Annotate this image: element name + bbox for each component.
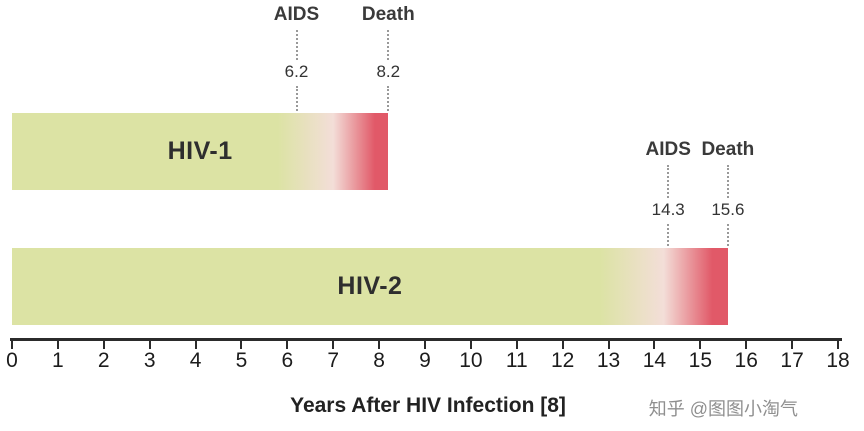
x-tick [837,341,839,349]
x-tick-label: 17 [780,349,804,372]
x-tick-label: 13 [596,349,621,372]
x-tick [11,341,13,349]
x-tick-label: 7 [327,349,340,372]
x-tick [240,341,243,349]
bar-label-hiv-1: HIV-1 [167,137,233,165]
marker-dotted-line [726,165,729,198]
x-tick-label: 1 [52,349,64,372]
x-tick [56,341,59,349]
x-tick-label: 8 [373,349,385,372]
x-tick [699,341,702,349]
x-tick-label: 3 [143,349,156,372]
x-tick-label: 15 [688,349,713,372]
x-tick [424,341,426,349]
x-tick-label: 9 [419,349,431,372]
x-tick-label: 5 [235,349,248,372]
bar-hiv-2 [12,248,728,325]
marker-value-hiv-2-death: 15.6 [711,200,745,219]
x-tick [607,341,610,349]
marker-dotted-line [726,224,729,246]
x-tick-label: 0 [6,349,18,372]
x-tick-label: 14 [642,349,667,372]
x-tick-label: 11 [505,349,528,372]
x-tick [745,341,748,349]
x-tick [148,341,151,349]
x-tick [378,341,381,349]
marker-dotted-line [295,30,298,60]
marker-label-hiv-2-aids: AIDS [645,139,691,160]
x-tick-label: 18 [826,349,850,372]
marker-dotted-line [387,86,390,111]
x-tick [653,341,656,349]
marker-dotted-line [667,224,670,246]
x-tick [286,341,289,349]
x-tick [515,341,518,349]
marker-value-hiv-1-aids: 6.2 [284,62,309,81]
x-tick [102,341,105,349]
marker-label-hiv-2-death: Death [701,139,755,160]
x-tick [194,341,197,349]
x-axis-title: Years After HIV Infection [8] [290,394,566,417]
x-tick-label: 10 [459,349,483,372]
x-tick [469,341,472,349]
x-tick-label: 6 [281,349,294,372]
marker-value-hiv-2-aids: 14.3 [651,200,685,219]
x-tick-label: 4 [189,349,202,372]
marker-label-hiv-1-death: Death [361,4,415,25]
x-tick-label: 12 [550,349,575,372]
x-tick-label: 16 [734,349,758,372]
marker-dotted-line [295,86,298,111]
x-tick [561,341,564,349]
x-tick [791,341,794,349]
x-axis-line [10,338,842,341]
x-tick-label: 2 [97,349,110,372]
bar-hiv-1 [12,113,389,190]
watermark: 知乎 @图图小淘气 [648,399,798,419]
marker-value-hiv-1-death: 8.2 [376,62,401,81]
marker-dotted-line [387,30,390,60]
x-tick [332,341,335,349]
marker-dotted-line [667,165,670,198]
marker-label-hiv-1-aids: AIDS [273,4,320,25]
bar-label-hiv-2: HIV-2 [337,272,403,300]
